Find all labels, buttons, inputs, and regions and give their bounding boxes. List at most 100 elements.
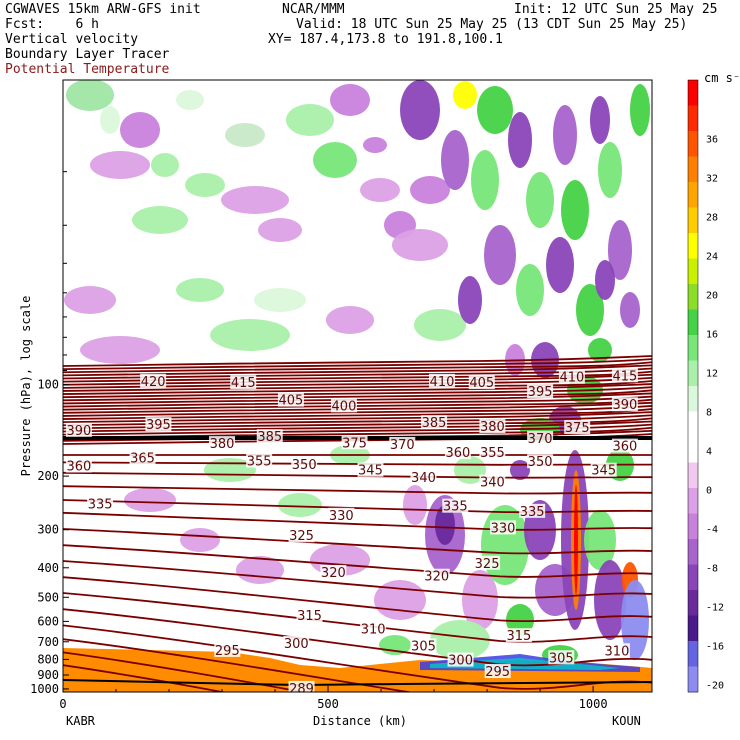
colorbar-swatch (688, 488, 698, 514)
colorbar-tick-label: -4 (706, 525, 718, 536)
theta-label: 320 (424, 570, 449, 585)
theta-label: 295 (215, 644, 240, 659)
theta-contour-line (63, 392, 652, 405)
colorbar-swatch (688, 641, 698, 667)
colorbar-tick-label: 16 (706, 330, 718, 341)
theta-contour-labels: 420 415 410 405 415 410 405 400 395 390 395 390 385 3… (65, 368, 638, 697)
theta-label: 410 (430, 375, 455, 390)
theta-label: 335 (443, 500, 468, 515)
theta-label: 375 (565, 421, 590, 436)
theta-contour-line (63, 423, 652, 436)
theta-label: 395 (528, 385, 553, 400)
theta-contour-line (63, 499, 652, 514)
theta-label: 350 (292, 458, 317, 473)
theta-label: 300 (284, 637, 309, 652)
theta-contour-line (63, 395, 652, 408)
colorbar-swatch (688, 284, 698, 310)
theta-label: 325 (289, 529, 314, 544)
init-time: Init: 12 UTC Sun 25 May 25 (514, 2, 718, 17)
theta-contour-line (63, 638, 414, 692)
theta-label: 380 (480, 420, 505, 435)
theta-contour-line (63, 511, 652, 531)
theta-label: 310 (361, 622, 386, 637)
colorbar-tick-label: -20 (706, 681, 724, 692)
colorbar-swatch (688, 258, 698, 285)
theta-contour-line (63, 408, 652, 420)
theta-label: 390 (612, 398, 637, 413)
colorbar-units: cm s⁻¹ (704, 71, 740, 85)
field-potential-temperature: Potential Temperature (5, 62, 170, 77)
theta-label: 410 (559, 371, 584, 386)
theta-label: 370 (528, 432, 553, 447)
colorbar-tick-label: 12 (706, 369, 718, 380)
start-station-label: KABR (66, 714, 96, 728)
theta-contour-line (63, 401, 652, 414)
theta-label: 360 (446, 446, 471, 461)
theta-contour-line (63, 398, 652, 411)
y-tick-label: 700 (37, 635, 59, 649)
x-tick-label: 1000 (579, 697, 608, 711)
theta-label: 325 (475, 557, 500, 572)
theta-label: 345 (358, 464, 383, 479)
theta-label: 305 (411, 639, 436, 654)
x-tick-label: 0 (59, 697, 66, 711)
theta-label: 315 (297, 609, 322, 624)
theta-label: 420 (141, 375, 166, 390)
theta-label: 360 (612, 440, 637, 455)
theta-label: 330 (329, 509, 354, 524)
theta-label: 345 (591, 464, 616, 479)
theta-label: 305 (549, 651, 574, 666)
theta-label: 300 (448, 654, 473, 669)
colorbar-swatch (688, 335, 698, 361)
y-tick-label: 200 (37, 469, 59, 483)
y-tick-label: 400 (37, 561, 59, 575)
theta-contour-line (63, 576, 652, 623)
forecast-hour: Fcst: 6 h (5, 17, 99, 32)
theta-label: 415 (231, 376, 256, 391)
theta-label: 295 (485, 665, 510, 680)
colorbar-swatch (688, 437, 698, 463)
colorbar-swatch (688, 386, 698, 412)
theta-contour-line (63, 383, 652, 395)
theta-label: 375 (342, 436, 367, 451)
theta-label: 360 (66, 460, 91, 475)
colorbar-tick-label: 28 (706, 213, 718, 224)
theta-label: 390 (66, 424, 91, 439)
colorbar-swatch (688, 462, 698, 489)
colorbar-tick-label: 8 (706, 408, 712, 419)
colorbar-swatch (688, 80, 698, 106)
theta-label: 415 (612, 369, 637, 384)
theta-label: 350 (528, 455, 553, 470)
theta-label: 385 (422, 416, 447, 431)
y-tick-label: 600 (37, 614, 59, 628)
theta-label: 340 (480, 476, 505, 491)
theta-label: 335 (88, 498, 113, 513)
colorbar-tick-label: -12 (706, 603, 724, 614)
y-tick-label: 300 (37, 523, 59, 537)
theta-label: 315 (506, 629, 531, 644)
theta-label: 330 (491, 521, 516, 536)
field-vertical-velocity: Vertical velocity (5, 32, 139, 47)
y-tick-label: 800 (37, 652, 59, 666)
xy-endpoints: XY= 187.4,173.8 to 191.8,100.1 (268, 32, 503, 47)
colorbar-swatch (688, 105, 698, 132)
theta-contour-line (63, 485, 652, 495)
y-tick-label: 500 (37, 590, 59, 604)
colorbar-swatch (688, 233, 698, 259)
colorbar-tick-label: 24 (706, 252, 718, 263)
theta-label: 405 (469, 376, 494, 391)
colorbar-tick-label: 36 (706, 135, 718, 146)
theta-contour-line (63, 405, 652, 417)
y-tick-label: 900 (37, 668, 59, 682)
theta-label: 355 (247, 454, 272, 469)
theta-contour-line (63, 624, 652, 690)
theta-contours (63, 355, 652, 692)
colorbar-tick-label: 0 (706, 486, 712, 497)
theta-label: 289 (289, 682, 314, 697)
colorbar-swatch (688, 590, 698, 616)
y-tick-label: 1000 (30, 682, 59, 696)
theta-label: 340 (411, 471, 436, 486)
colorbar-swatch (688, 360, 698, 387)
colorbar-tick-label: 4 (706, 447, 712, 458)
